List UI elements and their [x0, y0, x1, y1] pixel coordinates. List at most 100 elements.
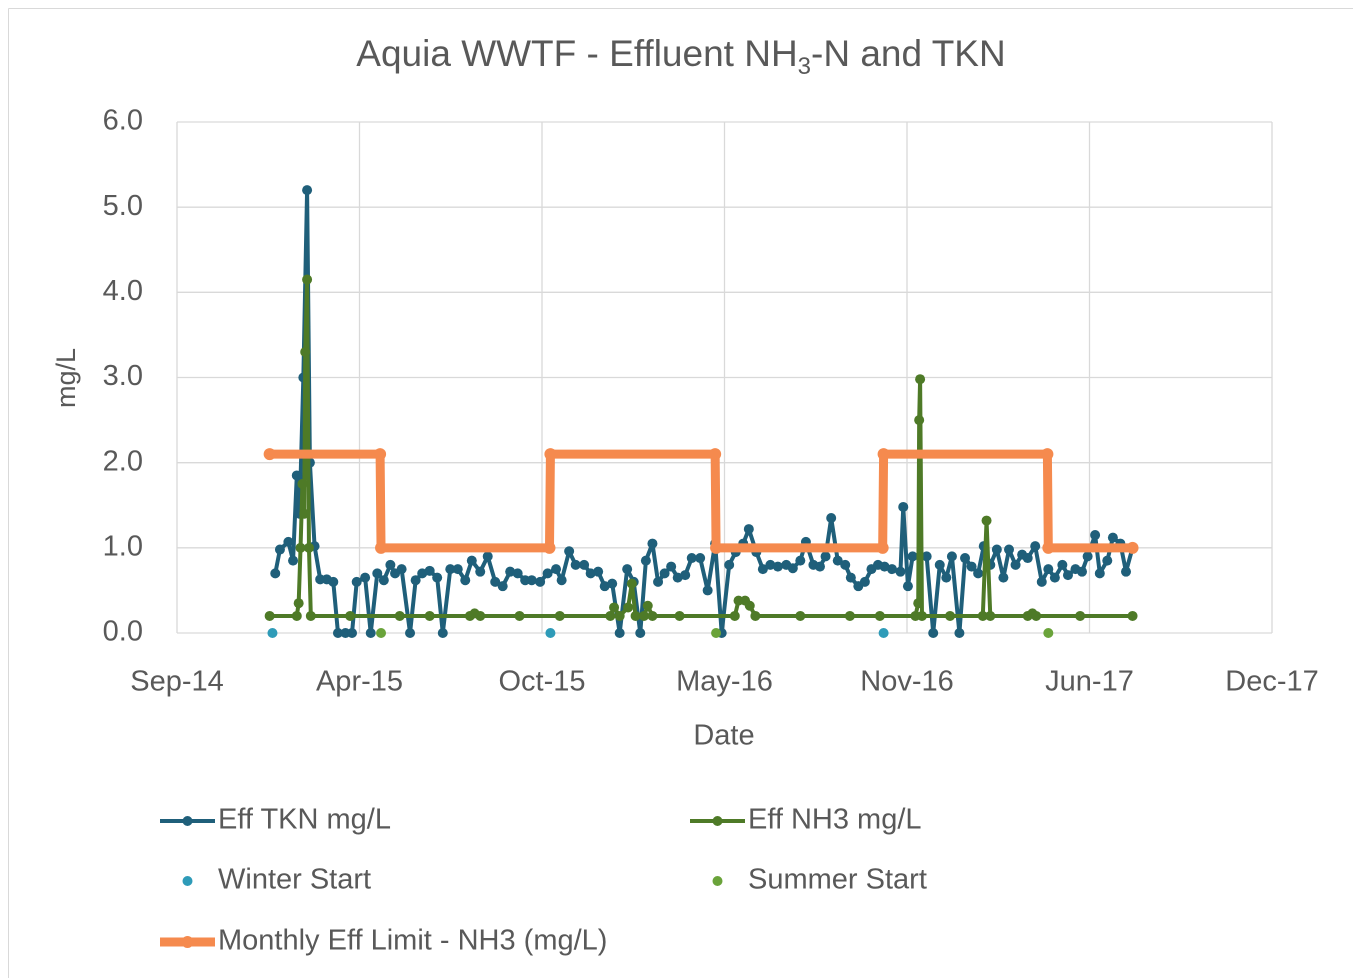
data-point [874, 610, 885, 621]
data-point [895, 566, 906, 577]
data-point [876, 541, 889, 554]
data-point [795, 555, 806, 566]
data-point [630, 610, 641, 621]
data-point [659, 568, 670, 579]
y-tick-label: 3.0 [103, 360, 143, 392]
data-point [300, 346, 311, 357]
data-point [960, 553, 971, 564]
data-point [543, 541, 556, 554]
legend-marker [182, 876, 193, 886]
data-point [666, 561, 677, 572]
data-point [1042, 541, 1055, 554]
x-tick-label: May-16 [676, 666, 773, 698]
data-point [686, 553, 697, 564]
data-point [299, 508, 310, 519]
data-point [1036, 576, 1047, 587]
data-point [844, 610, 855, 621]
data-point [877, 448, 890, 461]
data-point [360, 572, 371, 583]
y-tick-label: 1.0 [103, 530, 143, 562]
data-point [946, 551, 957, 562]
data-point [729, 610, 740, 621]
data-point [1082, 551, 1093, 562]
data-point [556, 575, 567, 586]
chart-title: Aquia WWTF - Effluent NH3-N and TKN [356, 33, 1005, 81]
data-point [328, 576, 339, 587]
data-point [639, 610, 650, 621]
data-point [437, 628, 448, 638]
data-point [928, 628, 939, 638]
data-point [710, 541, 723, 554]
data-point [410, 575, 421, 586]
data-point [554, 610, 565, 621]
data-point [1127, 610, 1138, 621]
data-point [1062, 570, 1073, 581]
data-point [263, 448, 276, 461]
data-point [1077, 566, 1088, 577]
data-point [293, 598, 304, 609]
data-point [795, 610, 806, 621]
x-tick-label: Jun-17 [1045, 666, 1134, 698]
data-point [1010, 559, 1021, 570]
data-point [291, 470, 302, 481]
data-point [622, 564, 633, 575]
data-point [695, 553, 706, 564]
data-point [570, 559, 581, 570]
data-point [609, 602, 620, 613]
data-point [514, 610, 525, 621]
data-point [545, 628, 556, 638]
data-point [973, 568, 984, 579]
data-point [585, 568, 596, 579]
data-point [544, 448, 557, 461]
x-tick-label: Apr-15 [316, 666, 403, 698]
data-point [432, 572, 443, 583]
data-point [991, 544, 1002, 555]
data-point [832, 555, 843, 566]
data-point [647, 610, 658, 621]
data-point [623, 602, 634, 613]
data-point [475, 610, 486, 621]
data-point [302, 274, 313, 285]
data-point [898, 501, 909, 512]
data-point [1090, 530, 1101, 541]
data-point [302, 185, 313, 196]
data-point [985, 610, 996, 621]
data-point [674, 610, 685, 621]
data-point [941, 572, 952, 583]
data-point [914, 415, 925, 426]
data-point [614, 610, 625, 621]
data-point [542, 568, 553, 579]
data-point [267, 628, 278, 638]
data-point [385, 559, 396, 570]
data-point [820, 551, 831, 562]
data-point [1031, 610, 1042, 621]
data-point [765, 559, 776, 570]
data-point [887, 564, 898, 575]
data-point [934, 559, 945, 570]
y-tick-label: 5.0 [103, 190, 143, 222]
data-point [915, 374, 926, 385]
data-point [1022, 553, 1033, 564]
data-point [1049, 572, 1060, 583]
legend-label: Eff NH3 mg/L [748, 804, 922, 836]
legend-marker [712, 876, 723, 886]
data-point [1094, 568, 1105, 579]
data-point [913, 598, 924, 609]
data-point [607, 578, 618, 589]
data-point [394, 610, 405, 621]
y-tick-label: 2.0 [103, 445, 143, 477]
data-point [1004, 544, 1015, 555]
data-point [945, 610, 956, 621]
data-point [376, 628, 387, 638]
data-point [303, 542, 314, 553]
data-point [998, 572, 1009, 583]
data-point [424, 565, 435, 576]
data-point [396, 564, 407, 575]
data-point [291, 610, 302, 621]
series-line [269, 449, 1133, 553]
data-point [274, 544, 285, 555]
data-point [405, 628, 416, 638]
data-point [966, 561, 977, 572]
data-point [772, 561, 783, 572]
data-point [579, 559, 590, 570]
